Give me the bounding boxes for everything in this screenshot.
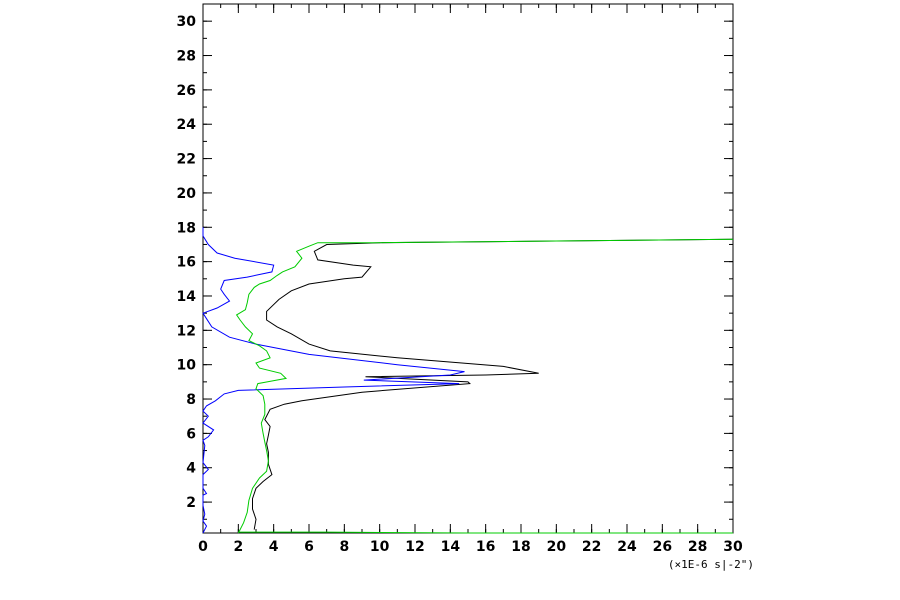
axes xyxy=(202,3,734,534)
x-tick-label: 20 xyxy=(547,539,567,555)
y-tick-label: 10 xyxy=(177,358,197,374)
x-tick-label: 18 xyxy=(511,539,530,555)
x-tick-label: 0 xyxy=(198,539,208,555)
x-tick-label: 6 xyxy=(304,539,314,555)
x-tick-label: 22 xyxy=(582,539,601,555)
series-line-2 xyxy=(235,238,734,534)
y-tick-label: 24 xyxy=(177,117,197,133)
x-tick-label: 8 xyxy=(339,539,349,555)
plot-frame xyxy=(202,3,734,534)
series-line-1 xyxy=(202,227,465,534)
y-tick-label: 6 xyxy=(186,426,196,442)
x-tick-label: 14 xyxy=(441,539,461,555)
series-line-0 xyxy=(252,238,734,530)
y-tick-label: 16 xyxy=(177,255,196,271)
y-tick-label: 18 xyxy=(177,220,196,236)
x-tick-label: 2 xyxy=(233,539,243,555)
y-tick-label: 8 xyxy=(186,392,196,408)
x-tick-label: 30 xyxy=(723,539,743,555)
x-tick-label: 10 xyxy=(370,539,390,555)
y-tick-label: 26 xyxy=(177,83,196,99)
y-tick-label: 12 xyxy=(177,323,196,339)
y-tick-label: 30 xyxy=(177,14,197,30)
x-tick-label: 12 xyxy=(405,539,424,555)
x-tick-label: 26 xyxy=(653,539,672,555)
x-tick-label: 24 xyxy=(617,539,637,555)
y-tick-label: 22 xyxy=(177,152,196,168)
series-line-3 xyxy=(238,531,733,534)
y-tick-label: 20 xyxy=(177,186,197,202)
x-tick-label: 16 xyxy=(476,539,495,555)
x-tick-label: 4 xyxy=(269,539,279,555)
y-tick-label: 2 xyxy=(186,495,196,511)
y-tick-label: 4 xyxy=(186,461,196,477)
x-tick-label: 28 xyxy=(688,539,707,555)
x-unit-label: (×1E-6 s|-2") xyxy=(668,558,754,571)
tick-labels: 0 2 4 6 8 10 12 14 16 18 20 22 24 26 28 302468101214161… xyxy=(177,14,743,555)
series-lines xyxy=(202,227,734,534)
y-tick-label: 14 xyxy=(177,289,197,305)
y-tick-label: 28 xyxy=(177,49,196,65)
